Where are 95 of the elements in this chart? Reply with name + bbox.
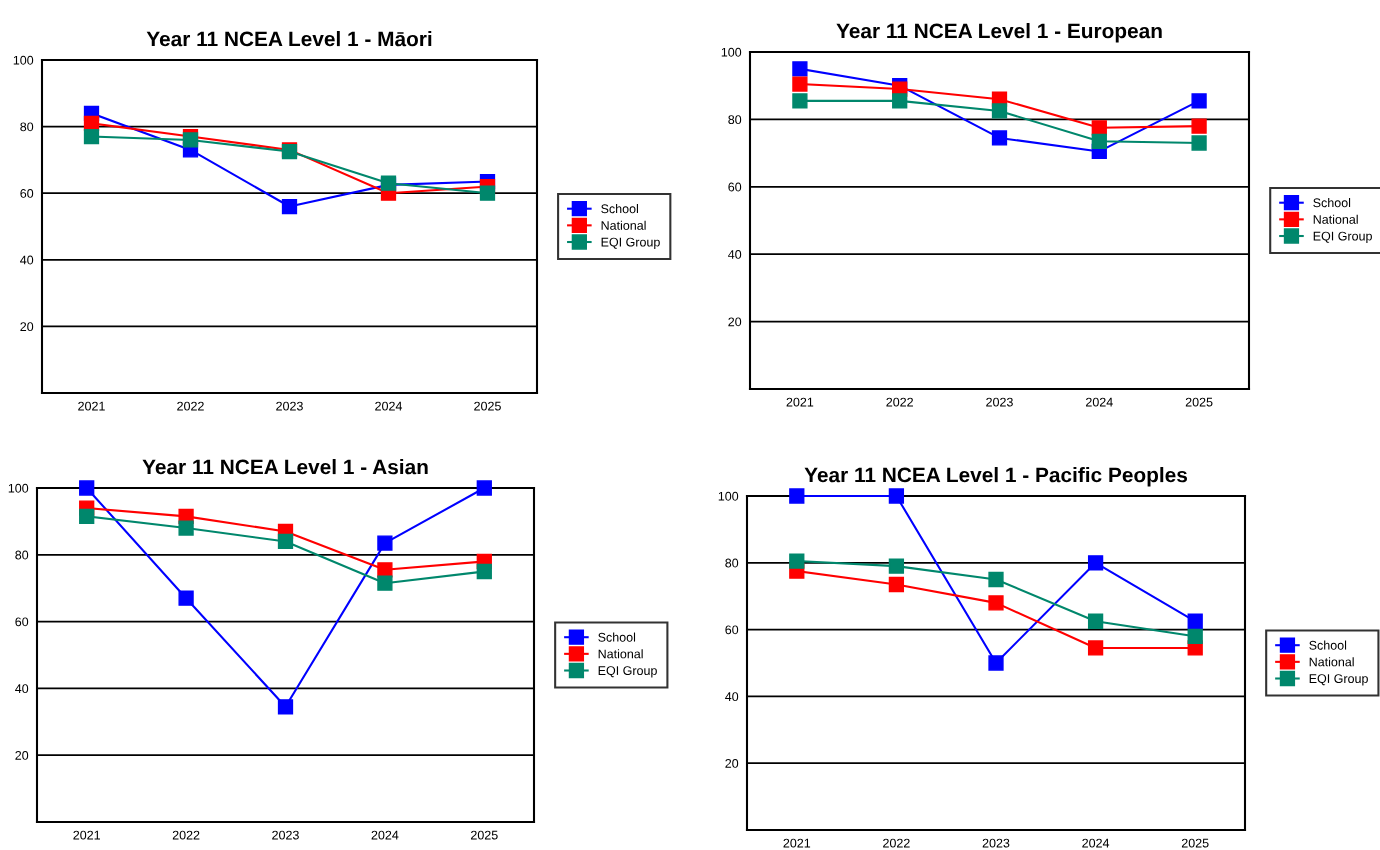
point [1187, 628, 1203, 644]
point [1087, 613, 1104, 629]
point [182, 132, 199, 148]
legend-label: School [598, 632, 636, 642]
x-tick-label: 2024 [375, 401, 403, 411]
x-tick-label: 2023 [982, 838, 1010, 848]
point [1191, 118, 1207, 134]
x-tick-label: 2024 [1082, 838, 1110, 848]
x-tick-label: 2025 [1181, 838, 1209, 848]
legend-label: EQI Group [601, 237, 660, 249]
point [988, 655, 1004, 671]
y-tick-label: 80 [725, 558, 739, 568]
x-tick-label: 2021 [783, 838, 811, 848]
point [1087, 555, 1104, 571]
point [888, 576, 905, 593]
point [1091, 120, 1107, 136]
point [281, 198, 298, 215]
point [377, 575, 393, 591]
point [991, 130, 1008, 146]
point [1091, 133, 1107, 149]
x-tick-label: 2024 [371, 830, 399, 840]
y-tick-label: 80 [728, 115, 742, 125]
legend-label: National [1309, 657, 1354, 667]
y-tick-label: 40 [728, 250, 742, 259]
point [792, 61, 808, 77]
x-tick-label: 2025 [1185, 397, 1213, 407]
y-tick-label: 40 [20, 255, 34, 265]
legend-label: School [1313, 198, 1351, 208]
legend-label: National [601, 220, 646, 230]
point [888, 558, 905, 574]
x-tick-label: 2022 [177, 401, 204, 411]
y-tick-label: 80 [20, 122, 34, 132]
y-tick-label: 40 [15, 684, 29, 694]
point [277, 699, 294, 715]
x-tick-label: 2025 [471, 830, 498, 840]
point [789, 553, 805, 569]
chart-title: Year 11 NCEA Level 1 - Māori [146, 31, 432, 47]
point [1191, 135, 1207, 151]
legend-label: EQI Group [1309, 674, 1368, 686]
point [789, 488, 805, 504]
point [792, 76, 808, 92]
x-tick-label: 2024 [1086, 397, 1113, 407]
x-tick-label: 2025 [474, 401, 501, 411]
y-tick-label: 100 [8, 483, 29, 493]
y-tick-label: 60 [725, 625, 739, 635]
y-tick-label: 20 [15, 751, 29, 760]
x-tick-label: 2022 [886, 397, 913, 407]
point [1187, 613, 1203, 629]
y-tick-label: 60 [728, 182, 742, 192]
legend-label: School [1309, 640, 1347, 650]
y-tick-label: 100 [13, 55, 34, 65]
point [277, 533, 294, 550]
point [892, 93, 908, 109]
x-tick-label: 2021 [78, 401, 105, 411]
chart-title: Year 11 NCEA Level 1 - Asian [142, 459, 428, 475]
y-tick-label: 100 [721, 47, 742, 57]
point [377, 535, 393, 551]
x-tick-label: 2022 [883, 838, 910, 848]
legend-label: National [1313, 214, 1358, 224]
point [476, 480, 492, 496]
point [988, 571, 1004, 588]
y-tick-label: 80 [15, 550, 29, 560]
y-tick-label: 20 [728, 317, 742, 327]
chart-title: Year 11 NCEA Level 1 - Pacific Peoples [804, 467, 1187, 487]
point [79, 508, 95, 525]
point [991, 103, 1008, 119]
point [792, 93, 808, 109]
y-tick-label: 100 [718, 491, 739, 501]
y-tick-label: 40 [725, 692, 739, 702]
legend-label: School [601, 204, 638, 214]
y-tick-label: 60 [15, 617, 29, 627]
y-tick-label: 60 [20, 189, 34, 198]
x-tick-label: 2021 [73, 830, 100, 840]
x-tick-label: 2023 [276, 401, 303, 411]
point [988, 595, 1004, 611]
point [178, 520, 194, 536]
point [888, 488, 905, 504]
point [79, 480, 95, 496]
point [377, 562, 393, 578]
point [476, 563, 492, 580]
point [83, 128, 100, 145]
legend-label: EQI Group [1313, 231, 1372, 243]
chart-title: Year 11 NCEA Level 1 - European [836, 23, 1162, 43]
point [1087, 640, 1104, 656]
point [178, 590, 194, 606]
x-tick-label: 2023 [986, 397, 1013, 407]
point [1191, 93, 1207, 109]
y-tick-label: 20 [20, 322, 34, 332]
legend-label: EQI Group [598, 666, 657, 678]
x-tick-label: 2023 [272, 830, 299, 840]
x-tick-label: 2022 [172, 830, 200, 840]
point [479, 185, 496, 201]
x-tick-label: 2021 [786, 397, 814, 407]
legend-label: National [598, 649, 643, 659]
y-tick-label: 20 [725, 759, 739, 768]
